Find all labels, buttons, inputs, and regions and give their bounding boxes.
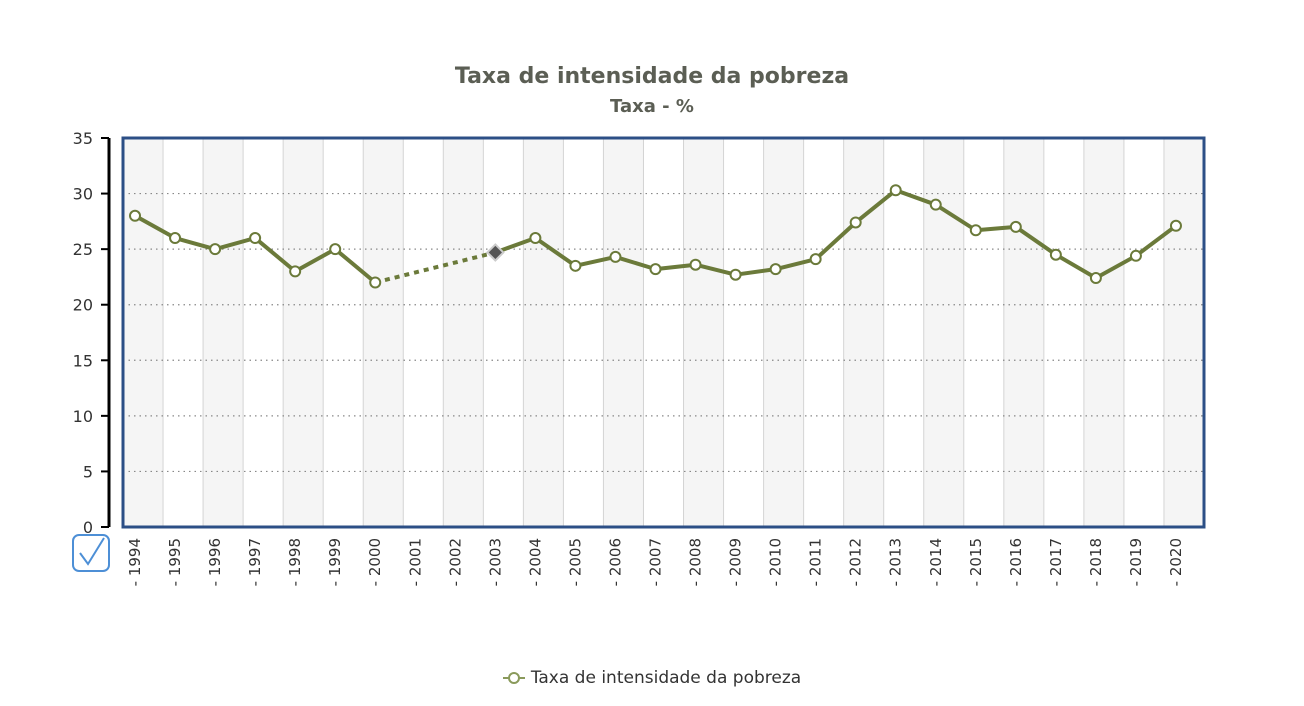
series-group <box>129 184 1182 289</box>
x-axis-ticks: - 1994 - 1995 - 1996 - 1997 - 1998 - 1999 - 20… <box>126 538 1185 586</box>
y-tick-label: 30 <box>73 185 93 204</box>
data-point <box>529 232 542 245</box>
x-tick-label: - 2015 <box>967 538 985 586</box>
y-tick-label: 20 <box>73 296 93 315</box>
x-tick-label: - 2001 <box>406 538 424 586</box>
x-tick-label: - 1996 <box>206 538 224 586</box>
x-tick-label: - 2002 <box>446 538 464 586</box>
x-tick-label: - 2005 <box>566 538 584 586</box>
check-icon <box>79 537 105 566</box>
plot-band <box>1003 138 1044 527</box>
plot-frame <box>121 136 1206 529</box>
plot-band <box>843 138 884 527</box>
plot-band <box>763 138 804 527</box>
x-tick-label: - 1998 <box>286 538 304 586</box>
y-tick-label: 15 <box>73 351 93 370</box>
x-tick-label: - 2011 <box>807 538 825 586</box>
legend-marker-icon <box>502 672 525 684</box>
legend[interactable]: Taxa de intensidade da pobreza <box>0 668 1304 690</box>
data-point <box>289 265 302 278</box>
data-point <box>369 276 382 289</box>
y-tick-label: 10 <box>73 407 93 426</box>
x-tick-label: - 2016 <box>1007 538 1025 586</box>
data-point <box>729 268 742 281</box>
x-tick-label: - 1997 <box>246 538 264 586</box>
plot-band <box>123 138 164 527</box>
data-point <box>569 259 582 272</box>
data-point <box>969 224 982 237</box>
data-point <box>809 253 822 266</box>
data-point <box>649 263 662 276</box>
plot-band <box>203 138 244 527</box>
horizontal-grid <box>123 192 1204 473</box>
data-point <box>1169 219 1182 232</box>
data-point <box>609 250 622 263</box>
data-point <box>1129 249 1142 262</box>
data-point <box>1009 220 1022 233</box>
x-tick-label: - 2006 <box>606 538 624 586</box>
plot-band <box>1163 138 1204 527</box>
data-point <box>1049 248 1062 261</box>
vertical-grid <box>162 138 1165 527</box>
plot-band <box>523 138 564 527</box>
x-tick-label: - 2020 <box>1167 538 1185 586</box>
x-tick-label: - 2004 <box>526 538 544 586</box>
plot-band <box>363 138 404 527</box>
data-point <box>129 209 142 222</box>
data-point <box>249 232 262 245</box>
y-tick-label: 5 <box>83 462 93 481</box>
data-point <box>849 216 862 229</box>
data-point <box>769 263 782 276</box>
x-tick-label: - 2009 <box>727 538 745 586</box>
y-tick-label: 35 <box>73 129 93 148</box>
plot-band <box>443 138 484 527</box>
series-line <box>494 188 1178 281</box>
select-checkbox[interactable] <box>72 534 110 572</box>
data-point <box>689 258 702 271</box>
x-tick-label: - 1994 <box>126 538 144 586</box>
chart-subtitle: Taxa - % <box>610 96 694 117</box>
plot-band <box>923 138 964 527</box>
x-tick-label: - 2017 <box>1047 538 1065 586</box>
legend-label: Taxa de intensidade da pobreza <box>530 668 802 688</box>
data-point <box>1089 272 1102 285</box>
x-tick-label: - 2008 <box>687 538 705 586</box>
x-tick-label: - 2003 <box>486 538 504 586</box>
x-tick-label: - 1995 <box>166 538 184 586</box>
x-tick-label: - 2007 <box>646 538 664 586</box>
x-tick-label: - 2013 <box>887 538 905 586</box>
x-tick-label: - 2018 <box>1087 538 1105 586</box>
x-tick-label: - 2010 <box>767 538 785 586</box>
chart-title: Taxa de intensidade da pobreza <box>454 64 850 89</box>
y-tick-label: 25 <box>73 240 93 259</box>
data-point <box>929 198 942 211</box>
data-point <box>889 184 902 197</box>
data-point-highlight <box>485 243 505 262</box>
x-tick-label: - 1999 <box>326 538 344 586</box>
y-tick-label: 0 <box>83 518 93 537</box>
x-tick-label: - 2012 <box>847 538 865 586</box>
plot-band <box>283 138 324 527</box>
plot-band <box>1083 138 1124 527</box>
plot-band <box>603 138 644 527</box>
data-point <box>329 243 342 256</box>
series-gap-line <box>374 250 496 285</box>
plot-band <box>683 138 724 527</box>
y-axis-ticks: 0 5 10 15 20 25 30 35 <box>73 129 109 537</box>
data-point <box>209 243 222 256</box>
x-tick-label: - 2000 <box>366 538 384 586</box>
x-tick-label: - 2019 <box>1127 538 1145 586</box>
x-tick-label: - 2014 <box>927 538 945 586</box>
plot-bands <box>123 138 1204 527</box>
data-point <box>169 232 182 245</box>
